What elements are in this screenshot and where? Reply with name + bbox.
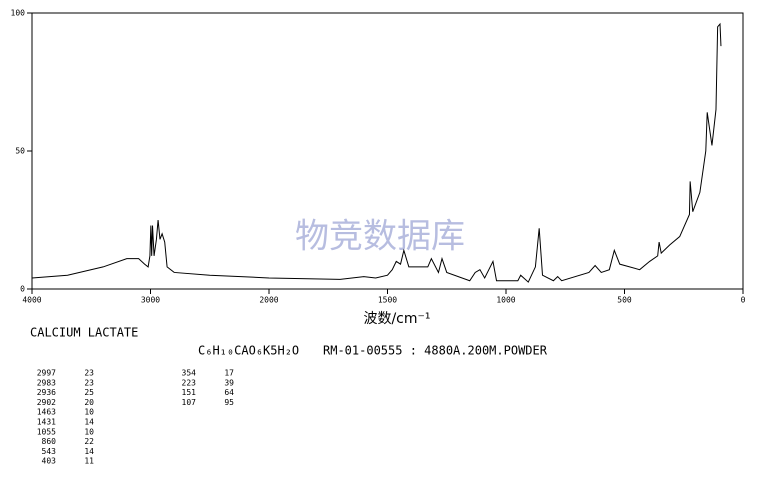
x-tick-label: 4000 (22, 296, 41, 305)
peak-wavenumber: 543 (42, 447, 57, 456)
y-tick-label: 0 (20, 285, 25, 294)
peak-wavenumber: 1463 (37, 408, 56, 417)
peak-wavenumber: 223 (182, 378, 197, 387)
peak-intensity: 10 (84, 408, 94, 417)
peak-wavenumber: 1055 (37, 427, 56, 436)
peak-wavenumber: 2997 (37, 369, 56, 378)
formula: C₆H₁₀CAO₆K5H₂O (198, 344, 299, 358)
peak-wavenumber: 107 (182, 398, 197, 407)
x-tick-label: 1500 (378, 296, 397, 305)
peak-wavenumber: 2936 (37, 388, 56, 397)
y-tick-label: 50 (15, 147, 25, 156)
peak-intensity: 25 (84, 388, 94, 397)
peak-wavenumber: 2983 (37, 378, 56, 387)
x-tick-label: 3000 (141, 296, 160, 305)
peak-wavenumber: 403 (42, 457, 57, 466)
spectrum-line (31, 22, 722, 283)
peak-wavenumber: 354 (182, 369, 197, 378)
peak-intensity: 95 (224, 398, 234, 407)
peak-wavenumber: 151 (182, 388, 197, 397)
peak-intensity: 20 (84, 398, 94, 407)
peak-wavenumber: 860 (42, 437, 57, 446)
x-axis-label: 波数/cm⁻¹ (363, 311, 430, 327)
peak-intensity: 22 (84, 437, 94, 446)
peak-intensity: 64 (224, 388, 234, 397)
chart-title: CALCIUM LACTATE (30, 326, 138, 340)
peak-intensity: 23 (84, 369, 94, 378)
peak-intensity: 14 (84, 418, 94, 427)
x-tick-label: 2000 (259, 296, 278, 305)
x-tick-label: 0 (741, 296, 746, 305)
subtitle: RM-01-00555 : 4880A.200M.POWDER (323, 344, 548, 358)
watermark: 物竞数据库 (295, 217, 465, 257)
peak-intensity: 14 (84, 447, 94, 456)
peak-intensity: 10 (84, 427, 94, 436)
peak-intensity: 39 (224, 378, 234, 387)
peak-intensity: 17 (224, 369, 234, 378)
x-tick-label: 500 (617, 296, 632, 305)
peak-wavenumber: 2902 (37, 398, 56, 407)
peak-wavenumber: 1431 (37, 418, 56, 427)
peak-intensity: 11 (84, 457, 94, 466)
peak-intensity: 23 (84, 378, 94, 387)
y-tick-label: 100 (11, 9, 26, 18)
x-tick-label: 1000 (496, 296, 515, 305)
